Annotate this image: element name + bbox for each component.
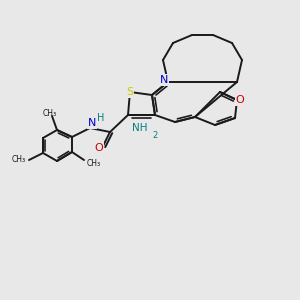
Text: N: N <box>160 75 168 85</box>
Text: H: H <box>97 113 104 123</box>
Text: NH: NH <box>132 123 148 133</box>
Text: S: S <box>126 87 134 97</box>
Text: O: O <box>236 95 244 105</box>
Text: CH₃: CH₃ <box>43 109 57 118</box>
Text: 2: 2 <box>152 131 157 140</box>
Text: CH₃: CH₃ <box>87 158 101 167</box>
Text: O: O <box>94 143 103 153</box>
Text: CH₃: CH₃ <box>12 155 26 164</box>
Text: N: N <box>88 118 96 128</box>
